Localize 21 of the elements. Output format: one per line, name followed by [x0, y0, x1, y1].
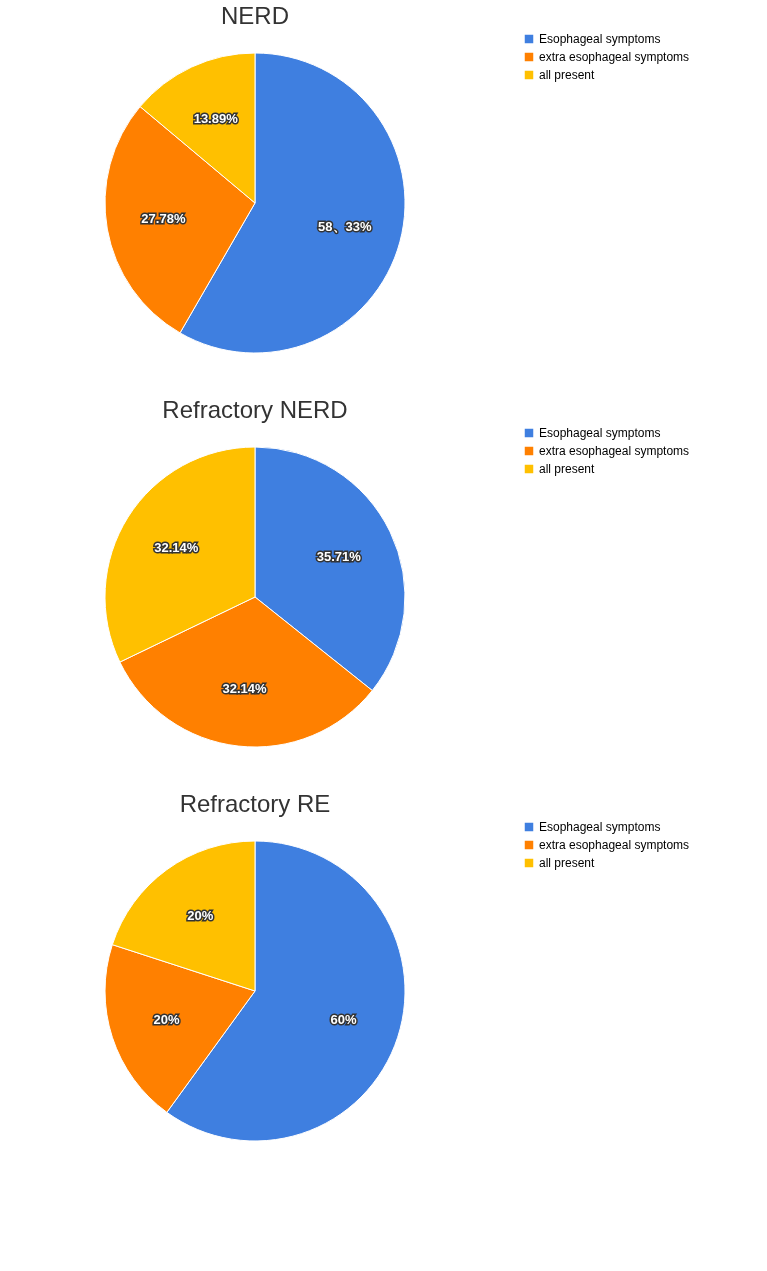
legend-label: extra esophageal symptoms — [539, 838, 690, 852]
data-label: 35.71% — [316, 548, 362, 564]
legend-label: Esophageal symptoms — [539, 426, 661, 440]
data-label: 13.89% — [193, 110, 239, 126]
legend-label: all present — [539, 462, 596, 476]
legend-label: all present — [539, 68, 596, 82]
data-label: 32.14% — [154, 539, 199, 555]
legend-label: all present — [539, 856, 596, 870]
legend-label: extra esophageal symptoms — [539, 444, 690, 458]
data-label: 60% — [330, 1011, 357, 1027]
data-label: 20% — [187, 907, 214, 923]
legend-label: extra esophageal symptoms — [539, 50, 690, 64]
legend-label: Esophageal symptoms — [539, 32, 661, 46]
chart-title: Refractory RE — [179, 790, 331, 817]
data-label: 32.14% — [222, 681, 268, 697]
data-label: 27.78% — [141, 211, 186, 227]
legend-label: Esophageal symptoms — [539, 820, 661, 834]
chart-title: Refractory NERD — [162, 396, 348, 423]
chart-title: NERD — [220, 2, 290, 29]
data-label: 58、33% — [318, 219, 373, 235]
data-label: 20% — [153, 1011, 180, 1027]
